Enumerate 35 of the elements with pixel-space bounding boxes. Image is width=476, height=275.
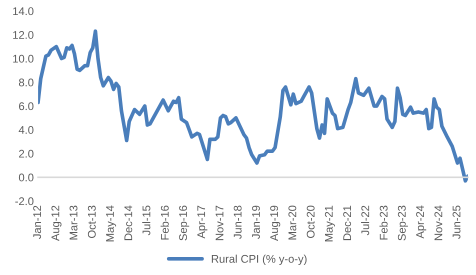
x-tick-label: Nov-24 — [434, 206, 442, 240]
legend-label: Rural CPI (% y-o-y) — [212, 254, 307, 265]
x-tick-label: Jun-18 — [234, 206, 242, 239]
y-tick-label: 14.0 — [13, 7, 34, 16]
x-tick-label: Jul-15 — [142, 206, 150, 236]
x-tick-label: Oct-13 — [88, 206, 96, 238]
y-tick-label: 12.0 — [13, 31, 34, 39]
x-tick-label: Mar-13 — [70, 206, 78, 240]
x-tick-label: May-21 — [324, 206, 335, 242]
x-tick-label: Jan-19 — [252, 206, 260, 239]
x-tick-label: Aug-19 — [270, 206, 280, 241]
x-tick-label: Nov-17 — [216, 206, 224, 240]
x-tick-label: Jul-22 — [361, 206, 370, 236]
x-tick-label: Feb-16 — [160, 206, 169, 240]
x-tick-label: Dec-14 — [124, 206, 132, 240]
x-tick-label: Apr-24 — [416, 206, 426, 239]
x-tick-label: Feb-23 — [379, 206, 388, 240]
y-tick-label: 6.0 — [19, 102, 34, 110]
y-tick-label: 8.0 — [18, 78, 34, 86]
x-tick-label: Jun-25 — [452, 206, 460, 239]
x-tick-label: Oct-20 — [306, 206, 315, 238]
x-tick-label: Dec-21 — [343, 206, 352, 240]
y-tick-label: 4.0 — [18, 126, 34, 134]
y-tick-label: -2.0 — [15, 197, 34, 206]
x-tick-label: Sep-23 — [398, 206, 408, 241]
x-tick-label: May-14 — [106, 206, 116, 242]
x-tick-label: Aug-12 — [51, 206, 62, 241]
y-tick-label: 10.0 — [13, 54, 34, 63]
x-tick-label: Sep-16 — [179, 206, 190, 241]
y-tick-label: 2.0 — [19, 150, 34, 158]
x-tick-label: Mar-20 — [288, 206, 296, 240]
line-series — [38, 29, 468, 183]
x-tick-label: Jan-12 — [33, 206, 42, 239]
x-tick-label: Apr-17 — [197, 206, 208, 239]
y-tick-label: 0.0 — [18, 174, 34, 182]
